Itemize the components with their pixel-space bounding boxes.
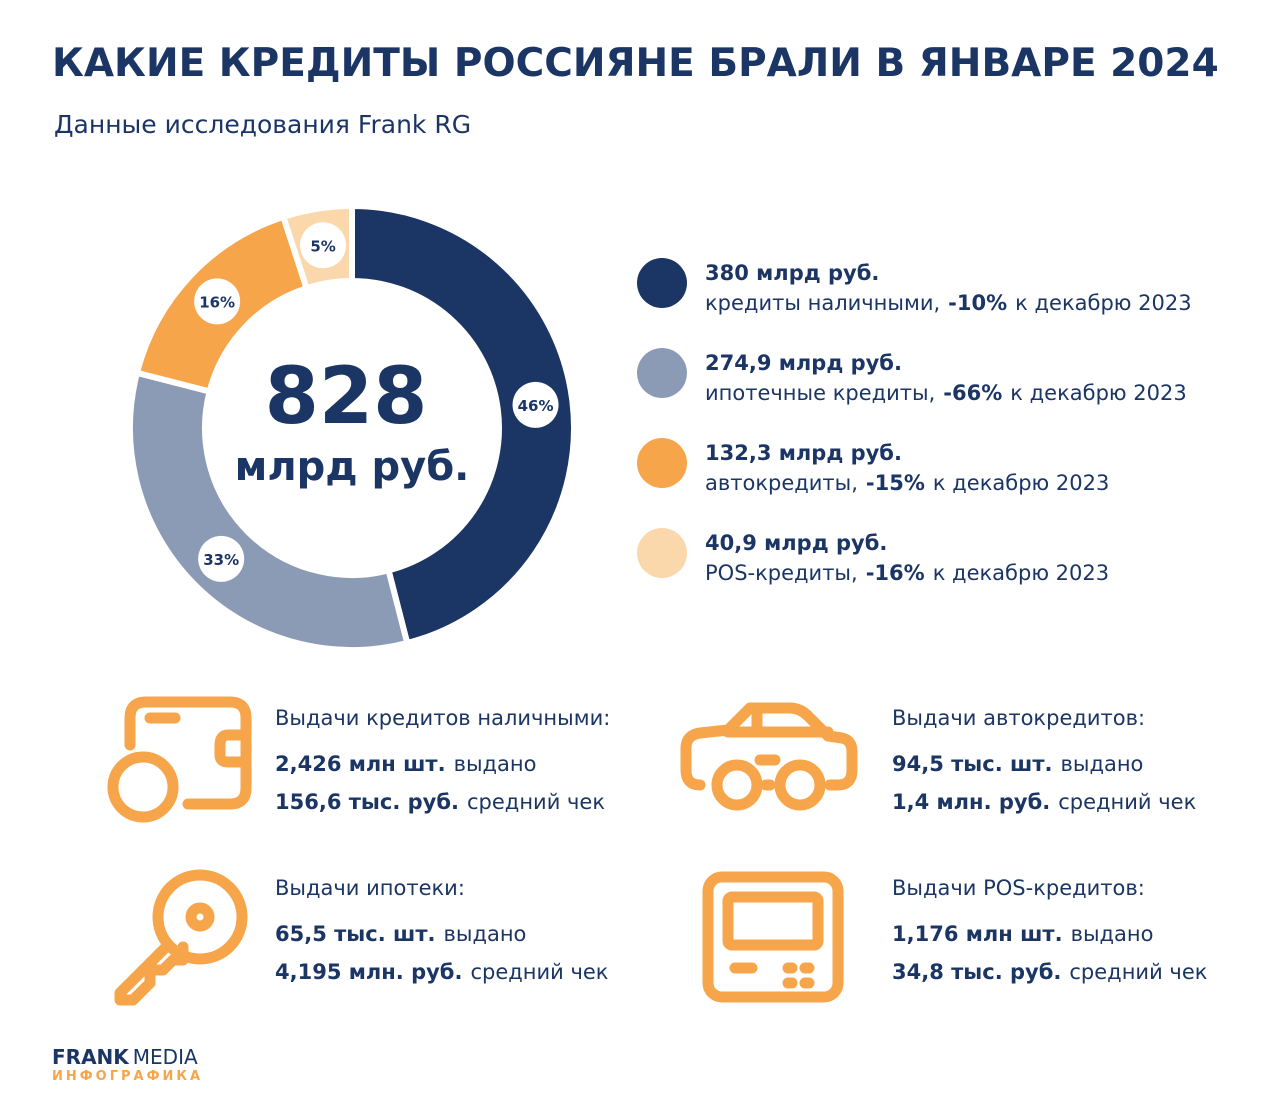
- legend-marker: [637, 528, 687, 578]
- cash-icon: [107, 696, 252, 823]
- stat-line: 34,8 тыс. руб. средний чек: [892, 960, 1207, 984]
- stat-text: выдано: [454, 752, 537, 776]
- brand2: MEDIA: [133, 1045, 198, 1069]
- legend-category: ипотечные кредиты,: [705, 381, 935, 405]
- stat-line: 1,176 млн шт. выдано: [892, 922, 1154, 946]
- donut-segment: [349, 202, 577, 647]
- stat-value: 2,426 млн шт.: [275, 752, 446, 776]
- value-label: 16%: [199, 293, 235, 311]
- stat-text: выдано: [443, 922, 526, 946]
- legend-marker: [637, 348, 687, 398]
- stat-text: выдано: [1071, 922, 1154, 946]
- stat-line: 65,5 тыс. шт. выдано: [275, 922, 526, 946]
- value-label-bg: [198, 535, 245, 582]
- stat-line: 156,6 тыс. руб. средний чек: [275, 790, 605, 814]
- legend-amount: 40,9 млрд руб.: [705, 531, 887, 555]
- footer-tag: ИНФОГРАФИКА: [52, 1069, 203, 1084]
- value-label: 46%: [518, 397, 554, 415]
- value-label: 5%: [310, 237, 335, 255]
- legend-suffix: к декабрю 2023: [1010, 381, 1186, 405]
- legend-description: кредиты наличными, -10% к декабрю 2023: [705, 291, 1192, 315]
- value-label-bg: [300, 222, 347, 269]
- stat-value: 34,8 тыс. руб.: [892, 960, 1061, 984]
- brand: FRANK: [52, 1045, 130, 1069]
- legend-category: автокредиты,: [705, 471, 858, 495]
- legend-amount: 274,9 млрд руб.: [705, 351, 902, 375]
- legend-amount: 132,3 млрд руб.: [705, 441, 902, 465]
- subtitle: Данные исследования Frank RG: [54, 110, 471, 139]
- stat-value: 65,5 тыс. шт.: [275, 922, 435, 946]
- stat-line: 94,5 тыс. шт. выдано: [892, 752, 1143, 776]
- legend-change: -15%: [866, 471, 925, 495]
- stat-value: 4,195 млн. руб.: [275, 960, 462, 984]
- legend-suffix: к декабрю 2023: [933, 471, 1109, 495]
- donut-segment: [127, 369, 411, 653]
- stat-value: 94,5 тыс. шт.: [892, 752, 1052, 776]
- stat-value: 1,176 млн шт.: [892, 922, 1063, 946]
- value-label-bg: [194, 278, 241, 325]
- legend-change: -16%: [866, 561, 925, 585]
- legend-change: -10%: [948, 291, 1007, 315]
- stat-value: 156,6 тыс. руб.: [275, 790, 459, 814]
- stat-text: средний чек: [467, 790, 605, 814]
- legend-description: ипотечные кредиты, -66% к декабрю 2023: [705, 381, 1187, 405]
- legend-description: автокредиты, -15% к декабрю 2023: [705, 471, 1109, 495]
- key-icon: [114, 869, 248, 1006]
- stat-text: средний чек: [470, 960, 608, 984]
- legend-marker: [637, 258, 687, 308]
- car-icon: [680, 702, 858, 811]
- stat-title: Выдачи ипотеки:: [275, 876, 465, 900]
- footer-brand: FRANK MEDIA: [52, 1045, 198, 1069]
- legend-description: POS-кредиты, -16% к декабрю 2023: [705, 561, 1109, 585]
- center-unit: млрд руб.: [235, 444, 470, 490]
- stat-text: средний чек: [1069, 960, 1207, 984]
- title: КАКИЕ КРЕДИТЫ РОССИЯНЕ БРАЛИ В ЯНВАРЕ 20…: [52, 41, 1219, 86]
- stat-value: 1,4 млн. руб.: [892, 790, 1050, 814]
- legend-change: -66%: [943, 381, 1002, 405]
- stat-title: Выдачи POS-кредитов:: [892, 876, 1145, 900]
- legend-marker: [637, 438, 687, 488]
- legend-category: POS-кредиты,: [705, 561, 858, 585]
- stat-title: Выдачи кредитов наличными:: [275, 706, 610, 730]
- pos-terminal-icon: [702, 871, 844, 1003]
- stat-line: 1,4 млн. руб. средний чек: [892, 790, 1196, 814]
- legend-category: кредиты наличными,: [705, 291, 940, 315]
- stat-line: 2,426 млн шт. выдано: [275, 752, 537, 776]
- stat-line: 4,195 млн. руб. средний чек: [275, 960, 608, 984]
- value-label: 33%: [203, 551, 239, 569]
- stat-text: выдано: [1060, 752, 1143, 776]
- value-label-bg: [512, 381, 559, 428]
- stat-text: средний чек: [1058, 790, 1196, 814]
- legend-suffix: к декабрю 2023: [1015, 291, 1191, 315]
- center-value: 828: [265, 352, 428, 442]
- legend-amount: 380 млрд руб.: [705, 261, 879, 285]
- stat-title: Выдачи автокредитов:: [892, 706, 1145, 730]
- icons: [107, 696, 858, 1006]
- legend-suffix: к декабрю 2023: [933, 561, 1109, 585]
